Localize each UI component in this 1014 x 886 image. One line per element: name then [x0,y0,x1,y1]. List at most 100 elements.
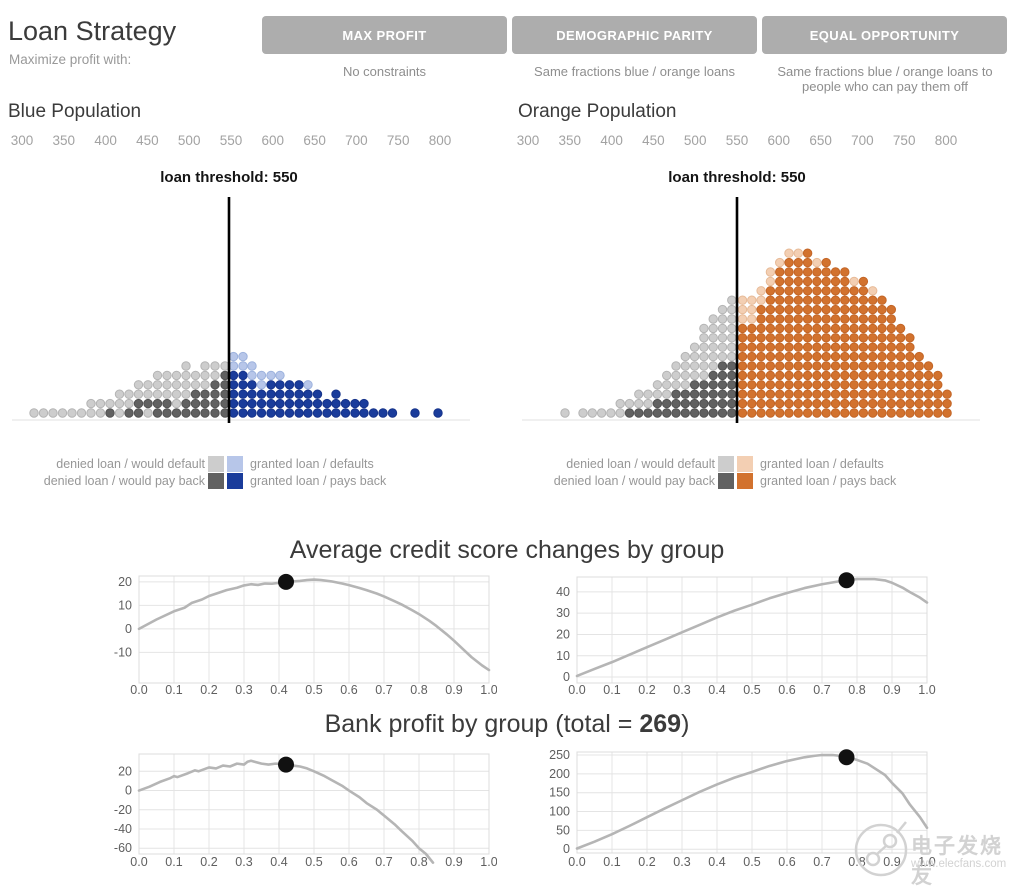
x-axis-tick: 1.0 [918,683,935,697]
y-axis-tick: 0 [125,784,132,798]
x-axis-tick: 0.7 [375,683,392,697]
blue-legend: denied loan / would default granted loan… [8,456,500,490]
x-axis-tick: 1.0 [918,855,935,869]
orange-score-axis: 300 350 400 450 500 550 600 650 700 750 800 [510,133,1014,151]
x-axis-tick: 0.1 [165,683,182,697]
metric-curve [575,753,929,850]
x-axis-tick: 0.4 [270,855,287,869]
blue-population-title: Blue Population [8,101,142,122]
profit-title-prefix: Bank profit by group (total = [324,710,640,738]
metric-curve [137,759,435,864]
axis-tick: 300 [10,133,34,148]
profit-chart-blue: 0.0 0.1 0.2 0.3 0.4 0.5 0.6 0.7 0.8 0.9 1.0 20 0 -20 -… [114,753,497,869]
x-axis-tick: 0.8 [410,855,427,869]
equal-opportunity-button[interactable]: EQUAL OPPORTUNITY [762,16,1007,54]
blue-score-axis: 300 350 400 450 500 550 600 650 700 750 800 [0,133,507,151]
profit-chart-orange: 0.0 0.1 0.2 0.3 0.4 0.5 0.6 0.7 0.8 0.9 1.02502001… [549,748,936,869]
score-change-chart-blue: 0.0 0.1 0.2 0.3 0.4 0.5 0.6 0.7 0.8 0.9 1.0 20 10 0 -1… [114,573,497,697]
axis-tick: 800 [934,133,958,148]
y-axis-tick: 30 [556,606,570,620]
chart-grid [576,576,928,684]
axis-tick: 350 [52,133,76,148]
current-threshold-marker[interactable] [278,573,294,590]
x-axis-tick: 0.5 [305,855,322,869]
axis-tick: 600 [767,133,791,148]
legend-granted-default-label: granted loan / defaults [760,457,884,471]
watermark: 电子发烧友 www.elecfans.com [853,812,1014,886]
demographic-parity-button[interactable]: DEMOGRAPHIC PARITY [512,16,757,54]
y-axis-tick: 200 [549,767,570,781]
x-axis-tick: 0.6 [778,683,795,697]
x-axis-tick: 1.0 [480,855,497,869]
x-axis-tick: 0.3 [673,855,690,869]
x-axis-tick: 0.9 [883,855,900,869]
y-axis-tick: 20 [118,575,132,589]
x-axis-tick: 0.4 [708,855,725,869]
axis-tick: 650 [809,133,832,148]
axis-tick: 450 [136,133,159,148]
axis-tick: 450 [642,133,665,148]
y-axis-tick: 150 [549,786,570,800]
orange-population-panel: Orange Population 300 350 400 450 500 550 600 6… [510,0,1014,510]
y-axis-tick: -60 [114,841,132,855]
x-axis-tick: 0.2 [200,855,217,869]
blue-population-panel: Blue Population 300 350 400 450 500 550 600 650… [0,0,507,510]
axis-tick: 500 [683,133,707,148]
x-axis-tick: 0.1 [603,683,620,697]
y-axis-tick: 40 [556,585,570,599]
watermark-logo-icon [854,821,908,877]
denied-default-swatch [718,456,734,472]
page-title: Loan Strategy [8,16,177,46]
chart-grid [138,575,490,684]
x-axis-tick: 0.3 [673,683,690,697]
x-axis-tick: 0.5 [743,855,760,869]
granted-payback-swatch [737,473,753,489]
demographic-parity-caption: Same fractions blue / orange loans [534,64,735,79]
score-change-section-title: Average credit score changes by group [289,536,725,564]
current-threshold-marker[interactable] [838,572,855,589]
profit-section-title: Bank profit by group (total = 269) [0,710,1014,739]
x-axis-tick: 0.4 [270,683,287,697]
axis-tick: 550 [725,133,749,148]
axis-tick: 800 [428,133,452,148]
x-axis-tick: 0.3 [235,683,252,697]
blue-threshold-label: loan threshold: 550 [160,169,298,186]
axis-tick: 700 [345,133,368,148]
y-axis-tick: 10 [556,649,570,663]
y-axis-tick: -10 [114,645,132,659]
legend-denied-default-label: denied loan / would default [56,457,205,471]
denied-default-swatch [208,456,224,472]
legend-granted-default-label: granted loan / defaults [250,457,374,471]
orange-threshold-label: loan threshold: 550 [668,169,806,186]
legend-denied-payback-label: denied loan / would pay back [43,474,205,488]
x-axis-tick: 0.7 [375,855,392,869]
legend-granted-payback-label: granted loan / pays back [250,474,387,488]
axis-tick: 750 [386,133,410,148]
max-profit-button[interactable]: MAX PROFIT [262,16,507,54]
x-axis-tick: 0.0 [130,683,147,697]
legend-denied-payback-label: denied loan / would pay back [553,474,715,488]
current-threshold-marker[interactable] [278,756,294,773]
orange-legend: denied loan / would default granted loan… [518,456,1010,490]
current-threshold-marker[interactable] [838,749,855,766]
y-axis-tick: 20 [118,764,132,778]
y-axis-tick: 50 [556,823,570,837]
x-axis-tick: 0.1 [165,855,182,869]
axis-tick: 550 [219,133,243,148]
x-axis-tick: 0.7 [813,855,830,869]
metric-curve [137,578,491,672]
x-axis-tick: 0.0 [568,683,585,697]
x-axis-tick: 0.6 [778,855,795,869]
x-axis-tick: 0.8 [848,683,865,697]
page-subtitle: Maximize profit with: [9,52,132,67]
y-axis-tick: 0 [563,670,570,684]
blue-credit-histogram [12,197,470,423]
y-axis-tick: 100 [549,805,570,819]
x-axis-tick: 0.4 [708,683,725,697]
x-axis-tick: 0.6 [340,855,357,869]
orange-population-title: Orange Population [518,101,677,122]
population-dots [560,248,952,418]
axis-tick: 400 [94,133,117,148]
x-axis-tick: 0.3 [235,855,252,869]
